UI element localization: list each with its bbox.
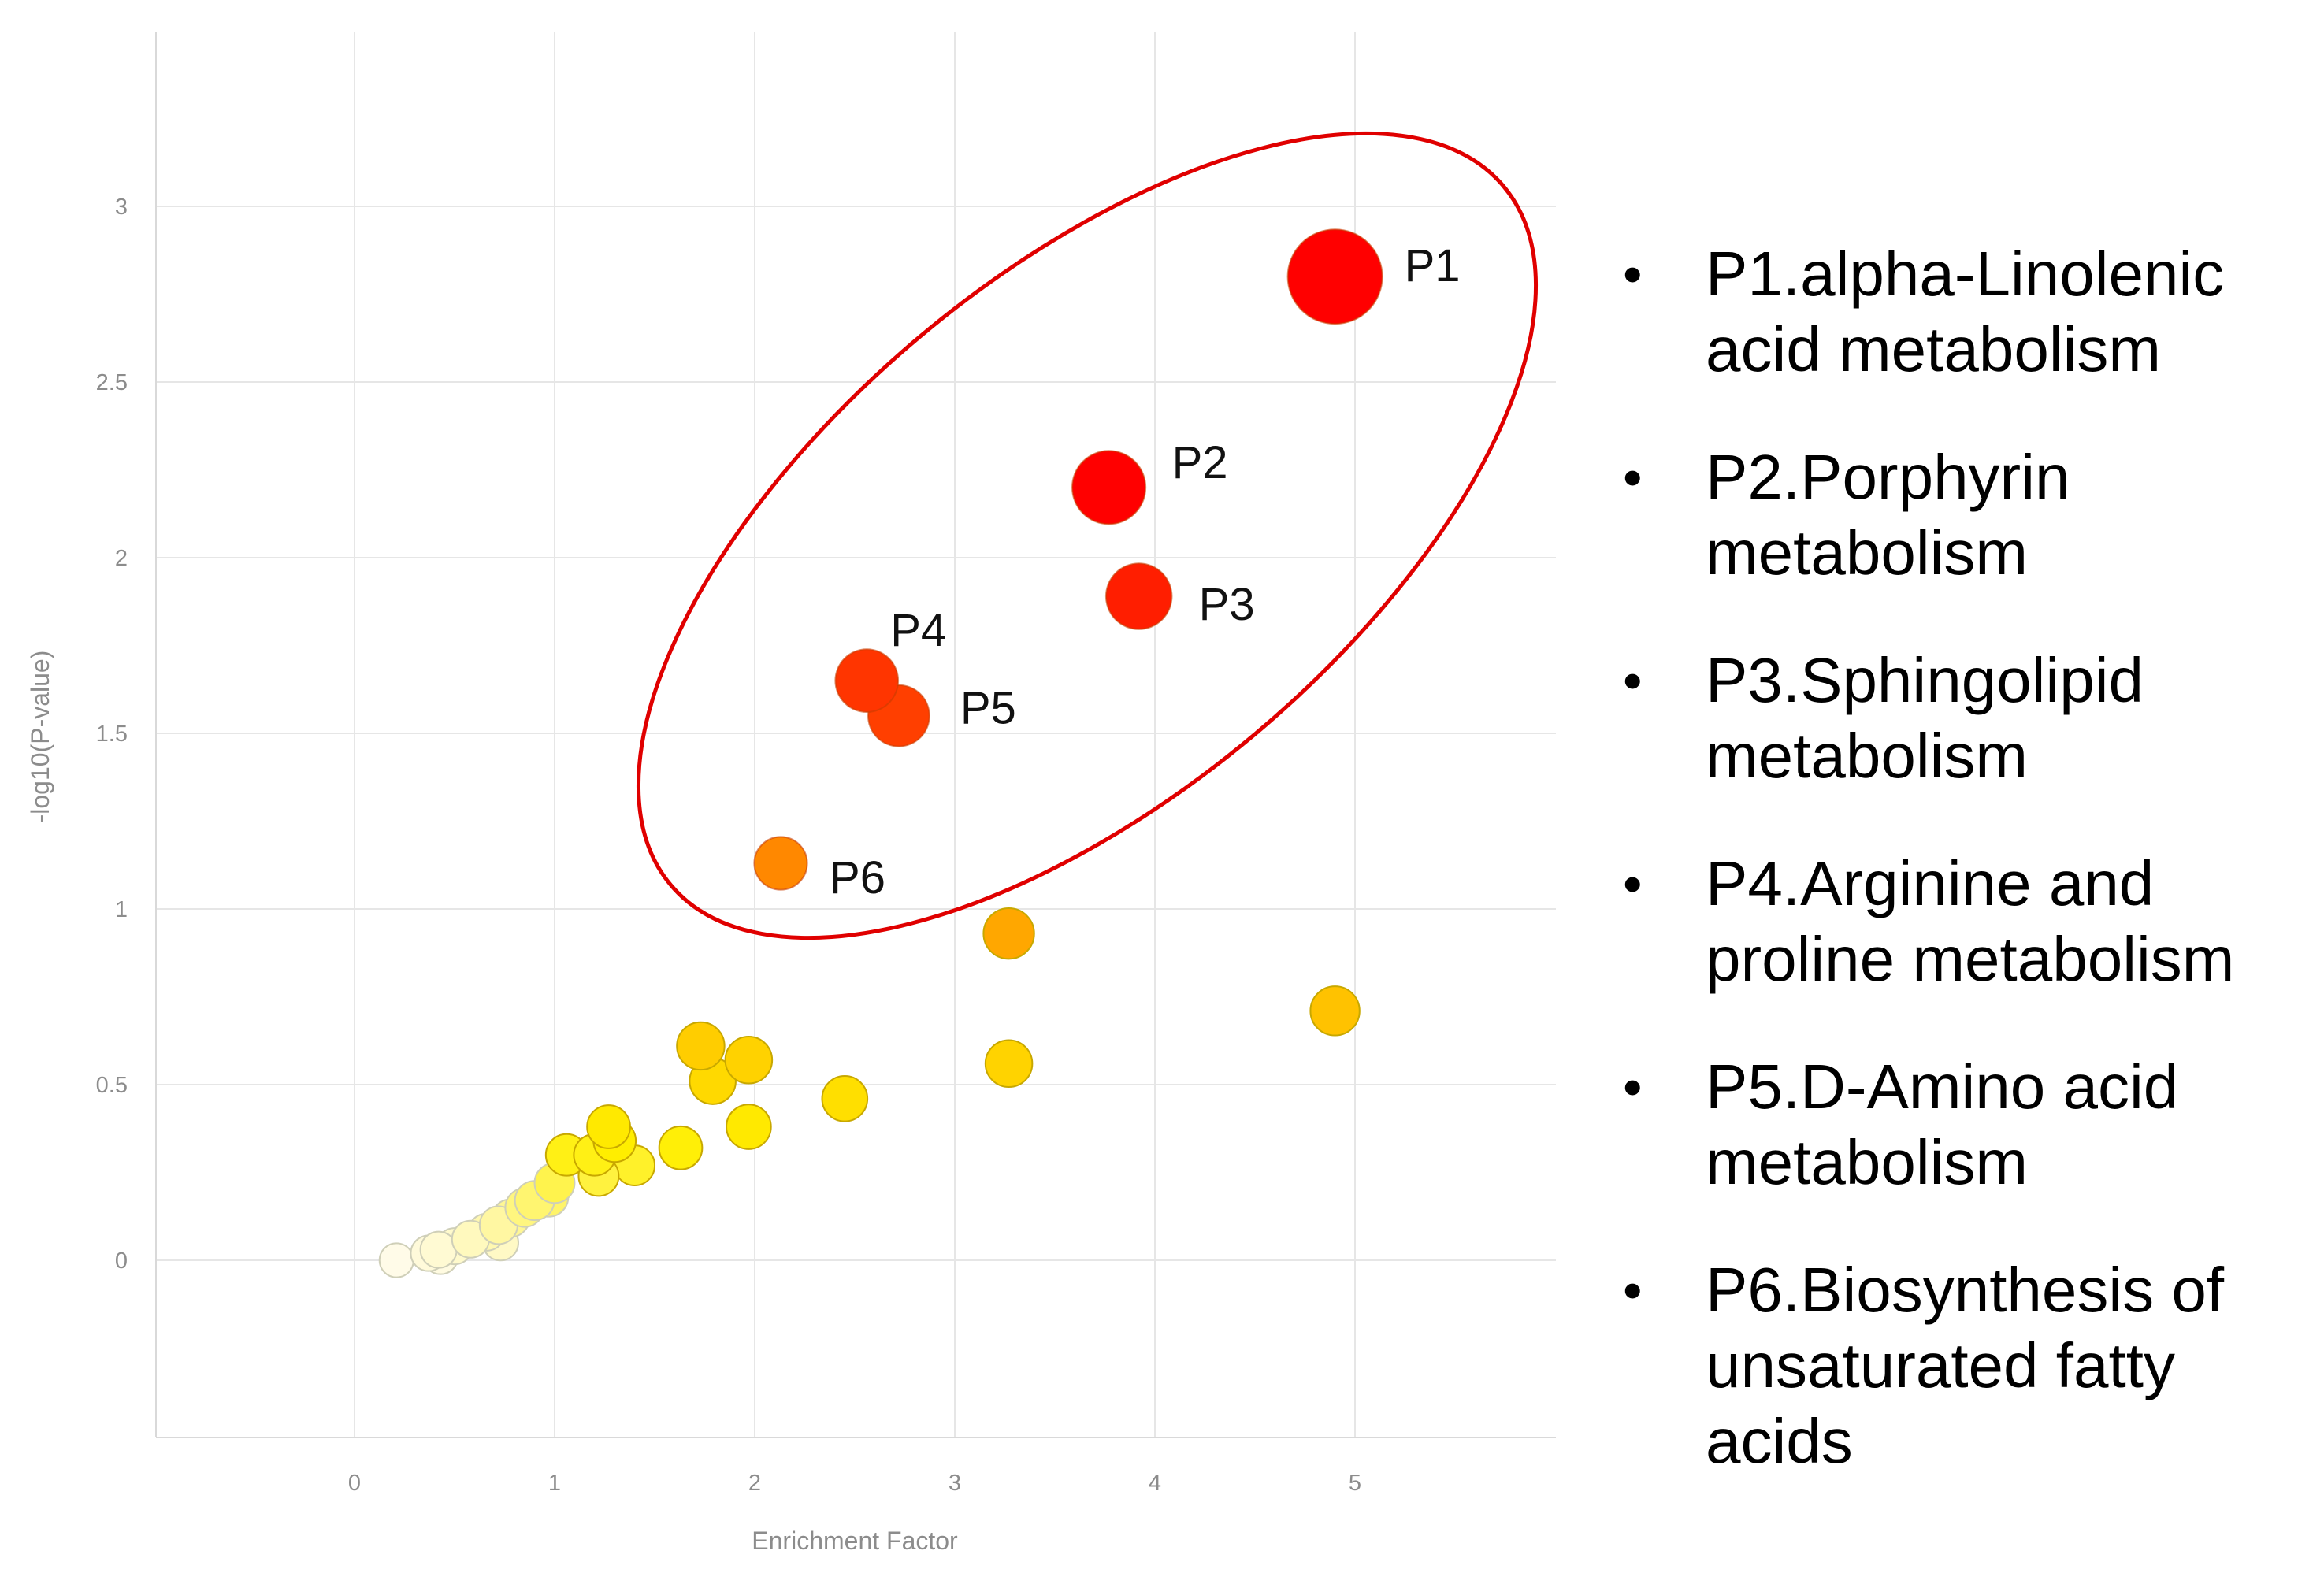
point-label-p6: P6 [830,852,885,903]
legend-item: • P1.alpha-Linolenic acid metabolism [1607,236,2316,388]
legend-item: • P2.Porphyrin metabolism [1607,440,2316,591]
bullet-icon: • [1623,650,1643,711]
bubble-point [419,1230,458,1269]
x-axis-title: Enrichment Factor [752,1527,958,1555]
y-tick-label: 1 [115,897,128,922]
bubble-p2 [1071,450,1147,525]
axes [155,32,1556,1438]
point-labels: P6 P5 P4 P3 P2 P1 [830,240,1461,903]
bullet-icon: • [1623,1259,1643,1321]
y-tick-label: 2 [115,546,128,571]
bullet-icon: • [1623,243,1643,305]
bubble-point [724,1036,774,1085]
bubble-point [378,1242,414,1278]
point-label-p2: P2 [1172,437,1228,488]
bullet-icon: • [1623,447,1643,508]
bubble-point [726,1104,772,1150]
highlight-ellipse [636,131,1539,940]
y-tick-label: 1.5 [96,722,128,747]
bullet-icon: • [1623,1056,1643,1118]
x-tick-label: 2 [748,1471,761,1496]
bubble-point [984,1039,1034,1088]
legend-item: • P5.D-Amino acid metabolism [1607,1049,2316,1200]
point-label-p5: P5 [960,683,1016,734]
pathway-legend: • P1.alpha-Linolenic acid metabolism • P2.… [1607,236,2316,1531]
bubble-point [1309,985,1361,1037]
point-label-p1: P1 [1405,240,1461,291]
x-tick-label: 1 [548,1471,561,1496]
y-tick-label: 3 [115,195,128,220]
bullet-icon: • [1623,853,1643,914]
bubble-p4 [834,648,900,713]
bubble-p6 [753,836,808,891]
legend-item: • P3.Sphingolipid metabolism [1607,643,2316,794]
tick-labels: 0 1 2 3 4 5 0 0.5 1 1.5 2 2.5 3 [96,195,1361,1496]
y-tick-label: 2.5 [96,370,128,395]
point-label-p3: P3 [1199,579,1255,630]
x-tick-label: 3 [949,1471,961,1496]
bubble-point [982,907,1035,960]
y-tick-label: 0.5 [96,1073,128,1098]
x-tick-label: 4 [1149,1471,1161,1496]
y-axis-title: -log10(P-value) [26,651,54,823]
bubble-point [676,1021,726,1071]
legend-item: • P4.Arginine and proline metabolism [1607,846,2316,997]
x-tick-label: 0 [348,1471,361,1496]
x-tick-label: 5 [1349,1471,1361,1496]
bubble-p1 [1286,228,1383,325]
bubble-p3 [1104,562,1173,630]
legend-item: • P6.Biosynthesis of unsaturated fatty ac… [1607,1252,2316,1479]
bubble-point [586,1104,631,1149]
y-tick-label: 0 [115,1248,128,1274]
point-label-p4: P4 [890,605,946,656]
data-points [378,228,1383,1278]
bubble-point [821,1075,869,1122]
bubble-point [658,1125,704,1170]
